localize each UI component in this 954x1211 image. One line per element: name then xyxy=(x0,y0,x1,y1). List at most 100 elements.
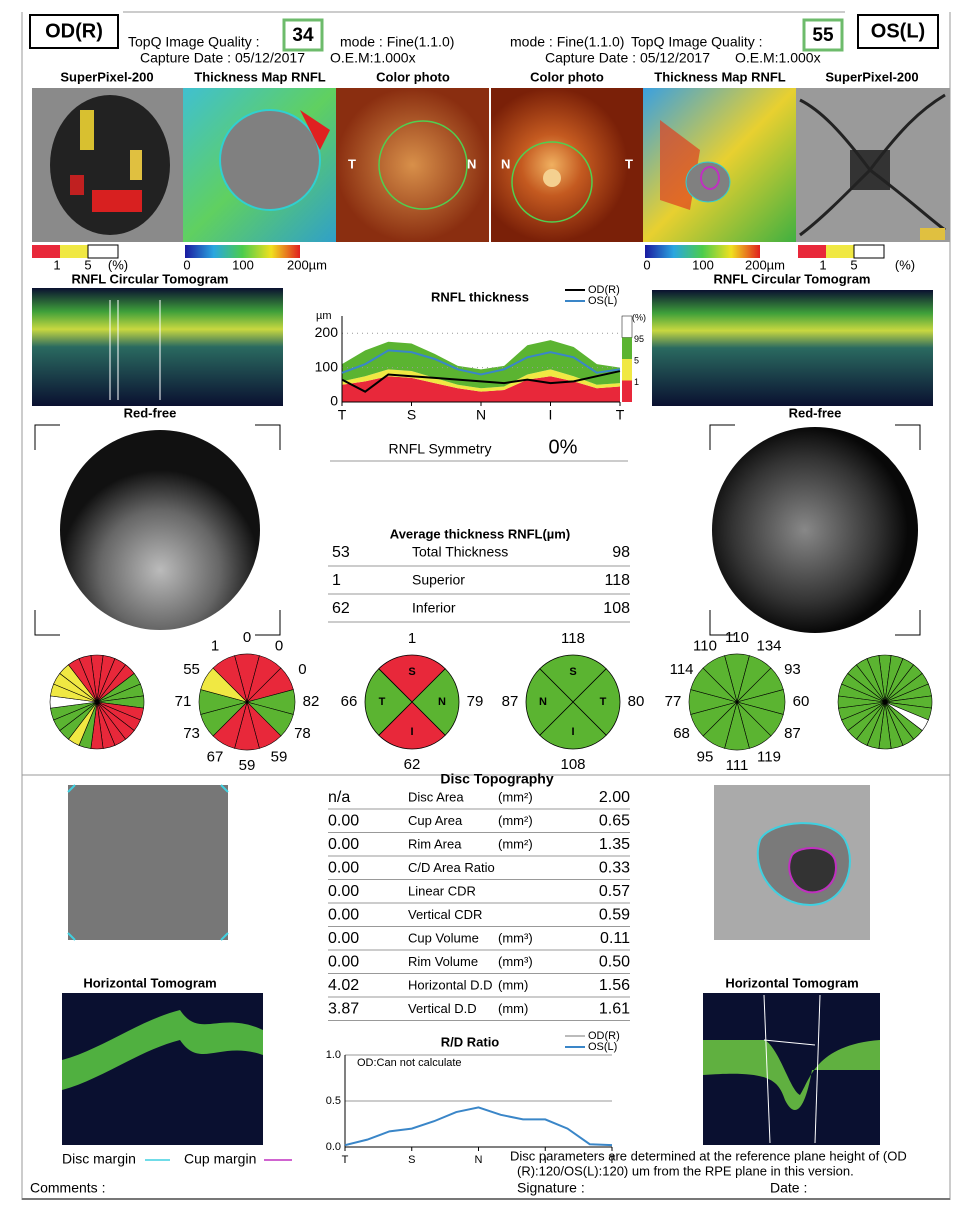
percentile-label: (%) xyxy=(632,312,646,322)
section-title: Red-free xyxy=(124,405,177,420)
clock-value: 95 xyxy=(697,748,714,765)
x-tick-label: I xyxy=(544,1154,547,1166)
eye-label: OS(L) xyxy=(871,20,925,42)
image-label: Color photo xyxy=(530,69,604,84)
x-tick-label: T xyxy=(338,407,347,423)
row-label: Cup Volume xyxy=(408,930,479,945)
quadrant-letter: S xyxy=(569,666,576,678)
thickness-map-os xyxy=(643,88,796,242)
x-tick-label: N xyxy=(476,407,486,423)
quadrant-letter: T xyxy=(600,696,607,708)
percentile-key xyxy=(622,359,632,381)
oem: O.E.M:1.000x xyxy=(735,50,821,66)
clock-value: 1 xyxy=(211,638,219,655)
od-value: n/a xyxy=(328,789,350,806)
clock-value: 0 xyxy=(275,638,283,655)
section-title: Red-free xyxy=(789,405,842,420)
photo-marker: T xyxy=(625,156,633,171)
clock-value: 114 xyxy=(670,661,694,678)
image-label: Thickness Map RNFL xyxy=(194,69,326,84)
y-tick-label: 200 xyxy=(315,324,339,340)
color-photo-os: N T xyxy=(491,88,643,242)
os-value: 1.56 xyxy=(599,977,630,994)
od-value: 62 xyxy=(332,600,350,617)
unit: (mm) xyxy=(498,977,528,992)
scale-label: 0 xyxy=(183,257,190,272)
footer-label: Comments : xyxy=(30,1180,105,1196)
disc-image-os xyxy=(714,785,870,940)
photo-marker: N xyxy=(467,156,476,171)
quality-label: TopQ Image Quality : xyxy=(128,34,260,50)
oem: O.E.M:1.000x xyxy=(330,50,416,66)
scale-label: 5 xyxy=(84,257,91,272)
unit: (mm³) xyxy=(498,930,533,945)
thickness-map-od xyxy=(183,88,336,242)
x-tick-label: S xyxy=(408,1154,415,1166)
percentile-label: 95 xyxy=(634,334,644,344)
percentile-label: 1 xyxy=(634,377,639,387)
superpixel-od xyxy=(32,88,183,242)
quadrant-letter: I xyxy=(571,726,574,738)
note: (R):120/OS(L):120) um from the RPE plane… xyxy=(517,1163,854,1178)
mode: mode : Fine(1.1.0) xyxy=(340,34,454,50)
quality-value: 34 xyxy=(292,25,314,46)
percentile-key xyxy=(622,338,632,360)
clock-value: 0 xyxy=(243,629,251,646)
od-value: 3.87 xyxy=(328,1001,359,1018)
os-value: 2.00 xyxy=(599,789,630,806)
od-value: 0.00 xyxy=(328,836,359,853)
os-value: 108 xyxy=(603,600,630,617)
legend-label: OS(L) xyxy=(588,1041,617,1053)
os-value: 0.33 xyxy=(599,860,630,877)
scale-label: 100 xyxy=(692,257,714,272)
os-value: 1.61 xyxy=(599,1001,630,1018)
od-value: 0.00 xyxy=(328,883,359,900)
x-tick-label: I xyxy=(549,407,553,423)
row-label: Cup Area xyxy=(408,813,463,828)
row-label: Horizontal D.D xyxy=(408,977,493,992)
quality-value: 55 xyxy=(812,25,834,46)
image-label: SuperPixel-200 xyxy=(825,69,918,84)
symmetry-value: 0% xyxy=(549,436,578,458)
y-tick-label: 100 xyxy=(315,358,339,374)
clock-value: 68 xyxy=(673,725,690,742)
percentile-key xyxy=(622,381,632,403)
quadrant-value: 87 xyxy=(502,693,519,710)
od-value: 0.00 xyxy=(328,930,359,947)
unit: (mm²) xyxy=(498,789,533,804)
clock-value: 59 xyxy=(271,748,288,765)
row-label: Total Thickness xyxy=(412,544,508,560)
quality-label: TopQ Image Quality : xyxy=(631,34,763,50)
circular-tomogram-os xyxy=(652,290,933,406)
row-label: Disc Area xyxy=(408,789,464,804)
os-value: 0.50 xyxy=(599,954,630,971)
y-tick-label: 1.0 xyxy=(326,1049,341,1061)
scale-label: 5 xyxy=(850,257,857,272)
clock-value: 59 xyxy=(239,757,256,774)
clock-value: 77 xyxy=(665,693,682,710)
section-title: RNFL Circular Tomogram xyxy=(714,271,871,286)
od-value: 4.02 xyxy=(328,977,359,994)
quadrant-value: 118 xyxy=(561,630,585,647)
od-value: 0.00 xyxy=(328,954,359,971)
od-value: 1 xyxy=(332,572,341,589)
scale-label: (%) xyxy=(108,257,128,272)
note: Disc parameters are determined at the re… xyxy=(510,1148,907,1163)
scale-label: (%) xyxy=(895,257,915,272)
annotation: OD:Can not calculate xyxy=(357,1057,462,1069)
red-free-od xyxy=(35,425,280,635)
quadrant-value: 1 xyxy=(408,630,416,647)
os-value: 1.35 xyxy=(599,836,630,853)
capture-date: Capture Date : 05/12/2017 xyxy=(140,50,305,66)
clock-value: 55 xyxy=(183,661,200,678)
od-value: 0.00 xyxy=(328,907,359,924)
od-value: 0.00 xyxy=(328,860,359,877)
photo-marker: N xyxy=(501,156,510,171)
percentile-key xyxy=(622,316,632,338)
clock-value: 82 xyxy=(303,693,320,710)
image-label: SuperPixel-200 xyxy=(60,69,153,84)
footer-label: Signature : xyxy=(517,1180,585,1196)
unit: (mm²) xyxy=(498,813,533,828)
os-value: 0.11 xyxy=(600,930,630,947)
legend-label: Disc margin xyxy=(62,1151,136,1167)
